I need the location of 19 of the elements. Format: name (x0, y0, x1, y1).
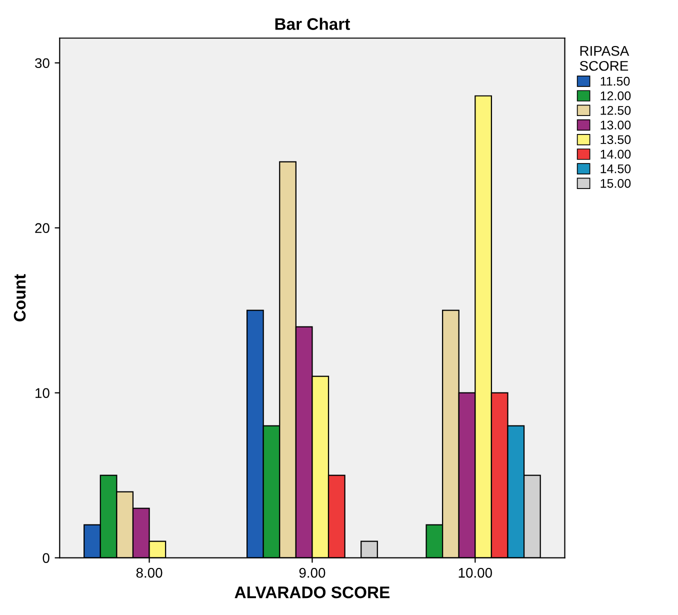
y-tick-label: 10 (36, 388, 50, 398)
legend-label: 12.00 (600, 91, 631, 100)
y-tick-label: 30 (35, 58, 50, 68)
y-axis-title: Count (14, 274, 26, 322)
y-tick-label: 20 (35, 223, 50, 234)
legend-label: 13.00 (600, 120, 631, 130)
legend-label: 11.50 (600, 76, 630, 86)
legend-label: 15.00 (600, 178, 631, 188)
legend-title: RIPASA SCORE (580, 46, 630, 71)
legend-label: 14.00 (600, 150, 631, 159)
legend-label: 13.50 (600, 135, 631, 144)
chart-title: Bar Chart (275, 18, 350, 30)
legend-label: 14.50 (600, 164, 631, 174)
x-axis-title: ALVARADO SCORE (234, 586, 390, 598)
x-tick-label: 10.00 (458, 568, 492, 578)
legend-label: 12.50 (600, 106, 631, 115)
x-tick-label: 8.00 (136, 568, 162, 578)
x-tick-label: 9.00 (299, 568, 326, 578)
y-tick-label: 0 (42, 553, 50, 563)
